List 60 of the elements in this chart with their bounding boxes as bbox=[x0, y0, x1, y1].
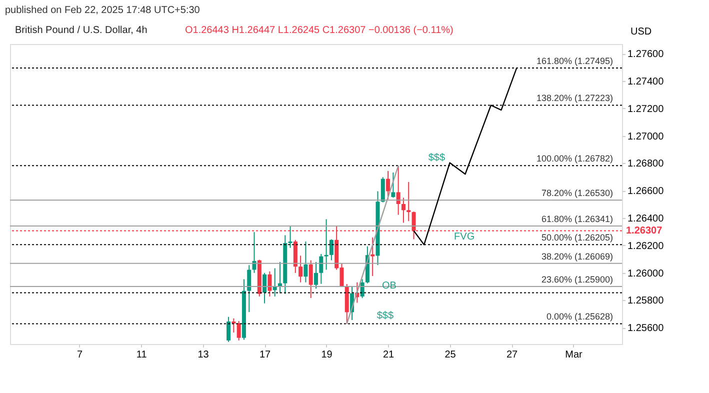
candlestick bbox=[324, 218, 328, 270]
x-tick-label: 21 bbox=[382, 350, 395, 360]
y-tick-label: 1.26000 bbox=[628, 268, 664, 280]
x-tick-label: Mar bbox=[565, 350, 584, 360]
x-tick-label: 11 bbox=[136, 350, 148, 360]
candlestick bbox=[370, 236, 375, 277]
candlestick bbox=[262, 272, 267, 304]
ref-line-label: 23.60% (1.25900) bbox=[541, 274, 613, 284]
y-axis-title: USD bbox=[630, 26, 652, 38]
y-tick-label: 1.27600 bbox=[628, 49, 664, 60]
y-tick-label: 1.27200 bbox=[628, 104, 664, 115]
candlestick bbox=[380, 176, 385, 203]
text: published on Feb 22, 2025 17:48 UTC+5:30 bbox=[5, 5, 200, 16]
y-tick-label: 1.26200 bbox=[628, 240, 664, 252]
candlestick bbox=[386, 170, 390, 200]
x-tick-label: 13 bbox=[198, 350, 210, 360]
x-tick-label: 17 bbox=[259, 350, 272, 360]
y-tick-label: 1.27000 bbox=[628, 131, 664, 142]
candlestick bbox=[329, 238, 334, 261]
candlestick bbox=[252, 232, 256, 274]
candlestick bbox=[288, 225, 292, 248]
x-tick-label: 7 bbox=[77, 350, 84, 360]
y-tick-label: 1.26600 bbox=[628, 186, 664, 198]
x-tick-label: 27 bbox=[506, 350, 518, 360]
candlestick bbox=[268, 270, 272, 297]
candlestick bbox=[236, 320, 241, 341]
ref-line-label: 38.20% (1.26069) bbox=[541, 251, 613, 262]
ref-line-label: 50.00% (1.26205) bbox=[541, 232, 613, 243]
y-tick-label: 1.27400 bbox=[628, 76, 664, 88]
candlestick bbox=[247, 264, 252, 313]
y-tick-label: 1.26400 bbox=[628, 213, 664, 224]
y-tick-label: 1.25600 bbox=[628, 323, 664, 334]
chart-subtitle: O1.26443 H1.26447 L1.26245 C1.26307 −0.00136 (−0.11%) bbox=[185, 25, 454, 36]
ref-line-label: 161.80% (1.27495) bbox=[536, 56, 613, 66]
candlestick bbox=[226, 316, 231, 342]
candlestick bbox=[298, 255, 303, 283]
y-tick-label: 1.26800 bbox=[628, 158, 664, 170]
candlestick bbox=[396, 165, 400, 216]
candlestick bbox=[308, 260, 313, 298]
candlestick bbox=[304, 241, 308, 283]
candlestick bbox=[314, 261, 318, 290]
candlestick bbox=[319, 254, 324, 284]
ref-line-label: 61.80% (1.26341) bbox=[541, 214, 613, 224]
annotation: $$$ bbox=[376, 310, 394, 322]
x-tick-label: 19 bbox=[321, 350, 333, 360]
ref-line-label: 1.26307 bbox=[626, 226, 663, 237]
ref-line-label: 78.20% (1.26530) bbox=[541, 188, 613, 198]
annotation: $$$ bbox=[428, 152, 446, 164]
candlestick bbox=[401, 197, 406, 224]
ref-line-label: 138.20% (1.27223) bbox=[536, 93, 613, 104]
annotation: FVG bbox=[454, 232, 475, 243]
annotation: OB bbox=[382, 280, 397, 292]
x-tick-label: 25 bbox=[444, 350, 456, 360]
chart-title: British Pound / U.S. Dollar, 4h bbox=[15, 25, 148, 36]
ref-line-label: 0.00% (1.25628) bbox=[546, 312, 613, 322]
candlestick bbox=[232, 318, 236, 333]
candlestick bbox=[391, 172, 396, 198]
ref-line-label: 100.00% (1.26782) bbox=[536, 154, 613, 164]
candlestick bbox=[406, 181, 411, 222]
y-tick-label: 1.25800 bbox=[628, 296, 664, 307]
